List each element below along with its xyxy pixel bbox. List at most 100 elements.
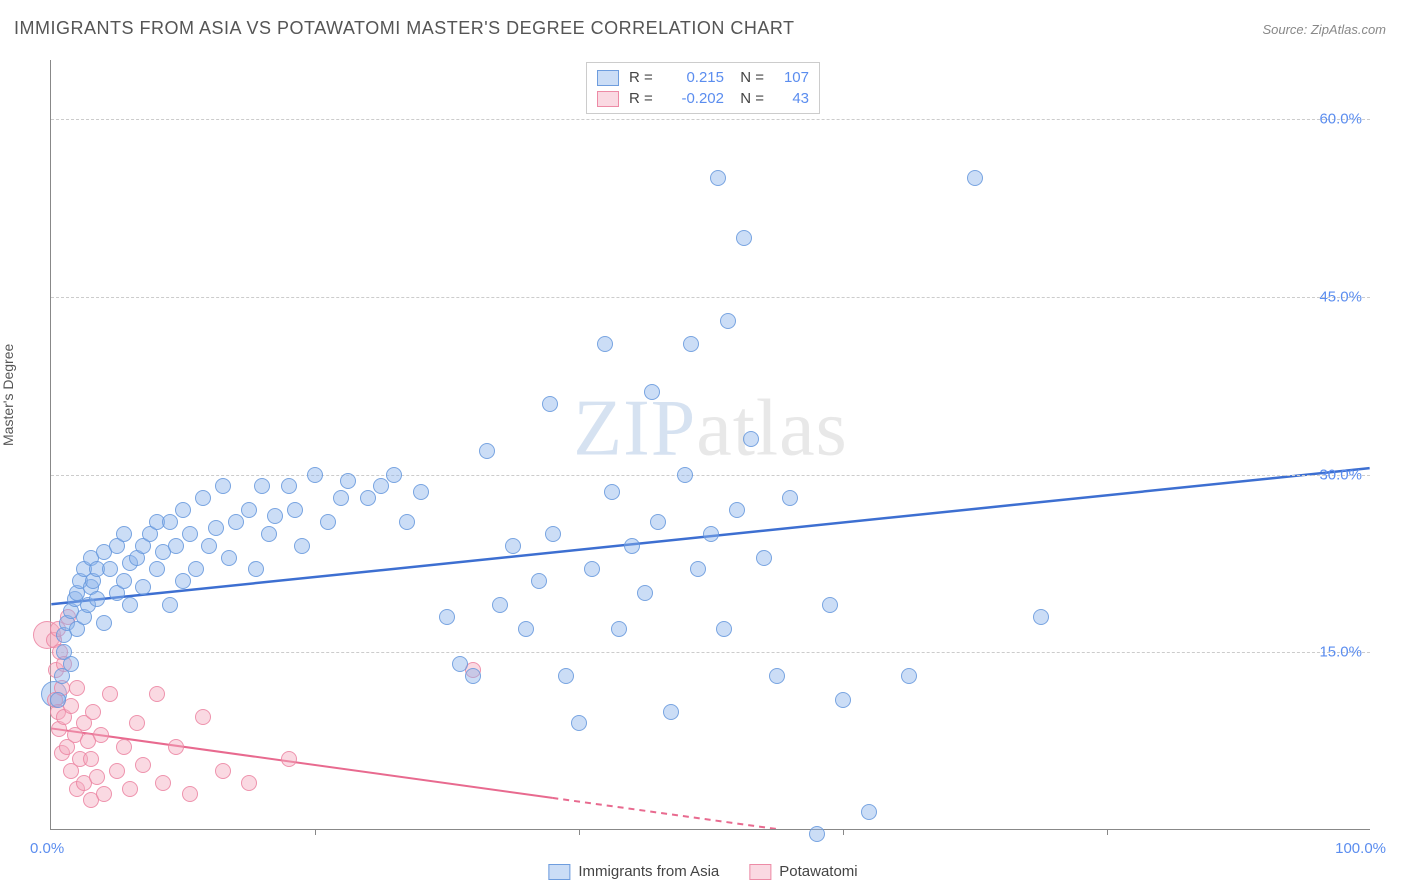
data-point [69, 680, 85, 696]
data-point [175, 573, 191, 589]
legend-stats-row: R = 0.215 N = 107 [597, 67, 809, 88]
legend-swatch-blue [548, 864, 570, 880]
x-max-label: 100.0% [1335, 840, 1386, 857]
data-point [281, 751, 297, 767]
data-point [518, 621, 534, 637]
y-axis-label: Master's Degree [0, 344, 16, 446]
watermark-atlas: atlas [696, 385, 848, 473]
data-point [413, 484, 429, 500]
x-tick [1107, 829, 1108, 835]
x-min-label: 0.0% [30, 840, 64, 857]
data-point [149, 686, 165, 702]
legend-label: Immigrants from Asia [578, 863, 719, 880]
legend-r-label: R = [629, 69, 659, 86]
x-tick [843, 829, 844, 835]
data-point [663, 704, 679, 720]
data-point [439, 609, 455, 625]
data-point [571, 715, 587, 731]
data-point [307, 467, 323, 483]
data-point [168, 739, 184, 755]
legend-stats-row: R = -0.202 N = 43 [597, 88, 809, 109]
data-point [729, 502, 745, 518]
data-point [215, 478, 231, 494]
data-point [162, 597, 178, 613]
data-point [135, 579, 151, 595]
data-point [63, 656, 79, 672]
data-point [248, 561, 264, 577]
data-point [149, 561, 165, 577]
legend-n-value: 107 [774, 69, 809, 86]
data-point [756, 550, 772, 566]
data-point [83, 751, 99, 767]
data-point [195, 709, 211, 725]
legend-r-label: R = [629, 90, 659, 107]
data-point [135, 757, 151, 773]
data-point [492, 597, 508, 613]
y-tick-label: 60.0% [1319, 111, 1362, 128]
data-point [50, 692, 66, 708]
data-point [558, 668, 574, 684]
y-tick-label: 15.0% [1319, 644, 1362, 661]
data-point [690, 561, 706, 577]
data-point [195, 490, 211, 506]
gridline [51, 652, 1370, 653]
data-point [116, 573, 132, 589]
data-point [644, 384, 660, 400]
data-point [386, 467, 402, 483]
data-point [122, 781, 138, 797]
data-point [637, 585, 653, 601]
data-point [677, 467, 693, 483]
data-point [967, 170, 983, 186]
legend-n-label: N = [734, 69, 764, 86]
data-point [611, 621, 627, 637]
legend-r-value: 0.215 [669, 69, 724, 86]
gridline [51, 475, 1370, 476]
data-point [221, 550, 237, 566]
data-point [168, 538, 184, 554]
data-point [175, 502, 191, 518]
gridline [51, 297, 1370, 298]
data-point [261, 526, 277, 542]
data-point [452, 656, 468, 672]
data-point [102, 686, 118, 702]
legend-series: Immigrants from Asia Potawatomi [548, 863, 857, 880]
gridline [51, 119, 1370, 120]
data-point [96, 615, 112, 631]
data-point [228, 514, 244, 530]
data-point [373, 478, 389, 494]
data-point [584, 561, 600, 577]
data-point [683, 336, 699, 352]
data-point [129, 715, 145, 731]
data-point [901, 668, 917, 684]
data-point [155, 775, 171, 791]
data-point [320, 514, 336, 530]
data-point [542, 396, 558, 412]
legend-swatch-pink [597, 91, 619, 107]
data-point [208, 520, 224, 536]
data-point [287, 502, 303, 518]
legend-swatch-blue [597, 70, 619, 86]
data-point [769, 668, 785, 684]
data-point [861, 804, 877, 820]
data-point [122, 597, 138, 613]
data-point [267, 508, 283, 524]
data-point [736, 230, 752, 246]
data-point [281, 478, 297, 494]
watermark-zip: ZIP [573, 385, 696, 473]
data-point [241, 502, 257, 518]
data-point [85, 704, 101, 720]
y-tick-label: 30.0% [1319, 466, 1362, 483]
data-point [703, 526, 719, 542]
data-point [545, 526, 561, 542]
data-point [182, 786, 198, 802]
data-point [96, 786, 112, 802]
data-point [710, 170, 726, 186]
data-point [241, 775, 257, 791]
data-point [597, 336, 613, 352]
data-point [835, 692, 851, 708]
data-point [650, 514, 666, 530]
data-point [360, 490, 376, 506]
legend-item: Potawatomi [749, 863, 857, 880]
data-point [479, 443, 495, 459]
legend-label: Potawatomi [779, 863, 857, 880]
